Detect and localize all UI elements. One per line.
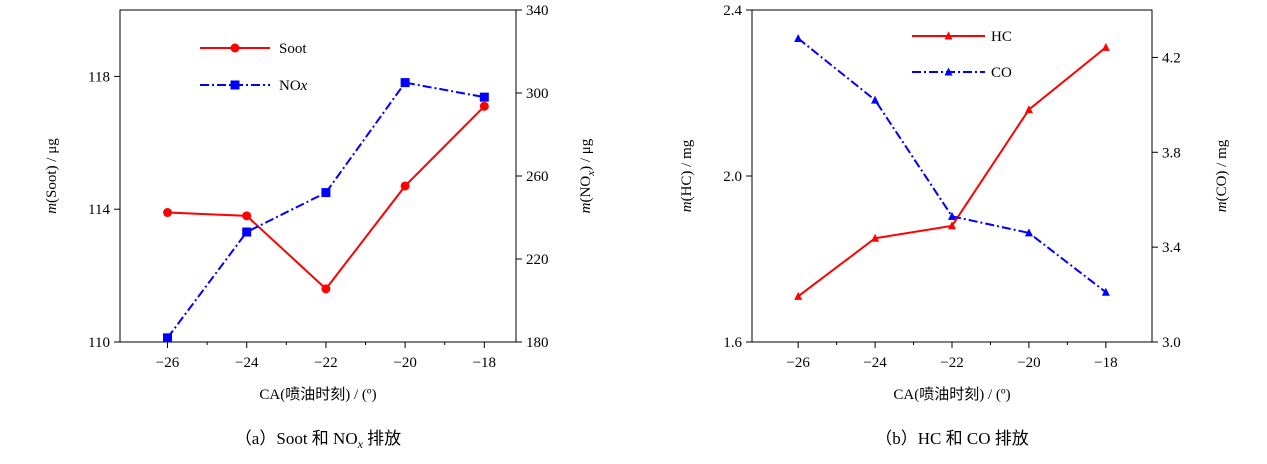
series-line-soot xyxy=(167,105,486,291)
y-left-tick-label: 118 xyxy=(88,69,110,85)
x-tick-label: −24 xyxy=(863,355,887,371)
y-left-tick-label: 110 xyxy=(88,335,110,351)
y-right-tick-label: 220 xyxy=(526,252,549,268)
data-point-co xyxy=(948,211,956,220)
legend-marker xyxy=(230,43,240,53)
data-point-nox xyxy=(321,188,331,198)
y-right-axis-label: m(CO) / mg xyxy=(1214,139,1230,212)
x-tick-label: −20 xyxy=(393,355,416,371)
y-right-axis-label: m(NOx) / μg xyxy=(578,138,597,213)
y-right-tick-label: 260 xyxy=(526,169,549,185)
data-point-nox xyxy=(400,78,410,88)
y-left-tick-label: 114 xyxy=(88,202,110,218)
legend-label: Soot xyxy=(279,41,307,57)
figure-caption: （b）HC 和 CO 排放 xyxy=(875,429,1028,448)
data-point-hc xyxy=(948,221,956,230)
legend-entry-nox: NOx xyxy=(200,78,308,94)
y-left-axis-label: m(HC) / mg xyxy=(679,139,695,212)
legend-entry-co: CO xyxy=(912,65,1012,81)
chart-a: −26 −24 −22 −20 −18 110 114 118 180 220 260 300 340 C… xyxy=(44,3,597,451)
series-hc xyxy=(794,42,1110,300)
x-tick-label: −26 xyxy=(786,355,810,371)
x-tick-label: −24 xyxy=(235,355,259,371)
series-nox xyxy=(163,78,489,343)
plot-frame xyxy=(119,9,517,343)
y-right-tick-label: 3.8 xyxy=(1162,145,1181,161)
x-tick-label: −20 xyxy=(1017,355,1040,371)
x-tick-label: −22 xyxy=(940,355,963,371)
data-point-co xyxy=(871,95,880,104)
series-line-hc xyxy=(797,46,1107,298)
y-right-tick-label: 300 xyxy=(526,86,549,102)
series-line-nox xyxy=(166,81,485,339)
legend-label: CO xyxy=(991,65,1012,81)
legend-entry-soot: Soot xyxy=(200,41,307,57)
y-right-tick-label: 180 xyxy=(526,335,549,351)
data-point-co xyxy=(1101,287,1110,296)
y-right-tick-label: 4.2 xyxy=(1162,50,1181,66)
data-point-hc xyxy=(794,291,803,300)
y-right-tick-label: 3.0 xyxy=(1162,335,1181,351)
data-point-nox xyxy=(242,227,252,237)
y-left-tick-label: 1.6 xyxy=(723,335,742,351)
data-point-soot xyxy=(479,101,489,111)
legend-marker xyxy=(230,80,240,90)
x-tick-label: −18 xyxy=(1094,355,1117,371)
y-right-tick-label: 3.4 xyxy=(1162,240,1181,256)
data-point-soot xyxy=(400,181,410,191)
x-axis-label: CA(喷油时刻) / (º) xyxy=(893,386,1010,403)
x-axis-label: CA(喷油时刻) / (º) xyxy=(259,386,376,403)
data-point-soot xyxy=(242,211,252,221)
series-line-co xyxy=(797,37,1107,293)
y-left-axis-label: m(Soot) / μg xyxy=(44,138,60,214)
data-point-co xyxy=(794,33,803,42)
figure-caption: （a）Soot 和 NOx 排放 xyxy=(235,429,401,451)
x-tick-label: −26 xyxy=(156,355,180,371)
data-point-soot xyxy=(321,284,331,294)
data-point-soot xyxy=(163,208,173,218)
series-soot xyxy=(163,101,489,294)
legend-label: HC xyxy=(991,29,1012,45)
data-point-co xyxy=(1024,228,1033,237)
x-tick-label: −18 xyxy=(473,355,496,371)
legend-label: NOx xyxy=(279,78,308,94)
x-tick-label: −22 xyxy=(314,355,337,371)
data-point-hc xyxy=(1101,42,1110,51)
legend-marker xyxy=(944,67,953,76)
data-point-hc xyxy=(1024,105,1033,114)
data-point-hc xyxy=(871,233,880,242)
y-left-tick-label: 2.0 xyxy=(723,169,742,185)
y-right-tick-label: 340 xyxy=(526,3,549,19)
data-point-nox xyxy=(163,333,173,343)
data-point-nox xyxy=(479,92,489,102)
legend-entry-hc: HC xyxy=(912,29,1012,45)
legend-marker xyxy=(944,31,953,40)
y-left-tick-label: 2.4 xyxy=(723,3,742,19)
chart-b: −26 −24 −22 −20 −18 1.6 2.0 2.4 3.0 3.4 3.8 4.2 CA(喷… xyxy=(679,3,1230,448)
series-co xyxy=(794,33,1110,296)
